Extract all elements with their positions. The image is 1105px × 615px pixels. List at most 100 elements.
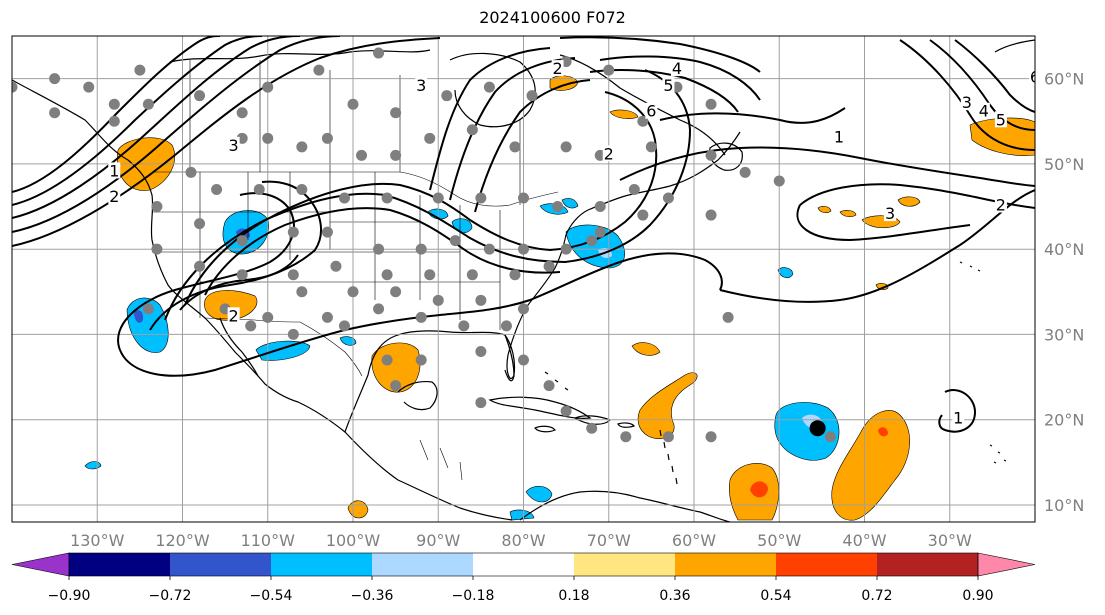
latitude-label: 40°N (1044, 240, 1084, 259)
observation-point (543, 380, 555, 392)
observation-point (194, 218, 206, 230)
observation-point (296, 141, 308, 153)
observation-point (321, 311, 333, 323)
observation-point (466, 269, 478, 281)
longitude-label: 110°W (241, 531, 296, 550)
anomaly-region (371, 342, 421, 393)
colorbar-tick-label: 0.36 (659, 588, 690, 604)
observation-point (560, 405, 572, 417)
contour-label-bg (227, 307, 240, 324)
colorbar-tick-label: 0.90 (962, 588, 993, 604)
contour-label-bg (227, 136, 240, 153)
key-marks (809, 420, 826, 437)
longitude-label: 90°W (416, 531, 460, 550)
longitude-label: 40°W (842, 531, 886, 550)
observation-point (603, 64, 615, 76)
observation-point (211, 183, 223, 195)
colorbar-tick-label: 0.72 (861, 588, 892, 604)
colorbar-extend-max (977, 552, 1036, 577)
coastline-cuba (488, 396, 592, 419)
contour-line (12, 36, 301, 219)
contour-label-bg (960, 94, 973, 111)
coastline-florida (504, 334, 515, 382)
observation-point (637, 209, 649, 221)
us-mexico-border (204, 317, 363, 377)
observation-point (347, 286, 359, 298)
observation-point (151, 243, 163, 255)
observation-point (253, 183, 265, 195)
contour-line (12, 37, 441, 247)
observation-point (773, 175, 785, 187)
contour-label: 3 (229, 136, 239, 155)
contour-label: 2 (996, 196, 1006, 215)
observation-point (287, 226, 299, 238)
latitude-label: 10°N (1044, 496, 1084, 515)
coastline-jamaica (534, 425, 556, 433)
contour-label-bg (884, 205, 897, 222)
contour-label: 3 (416, 76, 426, 95)
observation-point (475, 294, 487, 306)
coastline-newfoundland (709, 142, 743, 171)
coastline-puerto-rico (617, 422, 635, 428)
anomaly-region (525, 485, 553, 503)
contour-label-bg (952, 409, 965, 426)
anomaly-region-core (750, 481, 768, 498)
observation-point (552, 201, 564, 213)
contour-line (12, 36, 221, 193)
observation-point (373, 47, 385, 59)
contour-label-bg (1029, 68, 1035, 85)
latitude-labels: 60°N 50°N 40°N 30°N 20°N 10°N (1044, 70, 1084, 515)
colorbar-tick-label: −0.72 (149, 588, 192, 604)
observation-point (628, 183, 640, 195)
observation-point (185, 166, 197, 178)
observation-point (12, 81, 18, 93)
observation-point (705, 431, 717, 443)
longitude-label: 60°W (672, 531, 716, 550)
contour-label: 3 (962, 93, 972, 112)
contour-line (119, 252, 723, 377)
observation-point (662, 192, 674, 204)
contour-label: 3 (885, 204, 895, 223)
contour-label: 2 (553, 59, 563, 78)
contour-label: 2 (604, 144, 614, 163)
observation-point (415, 354, 427, 366)
observation-point (705, 98, 717, 110)
observation-point (49, 107, 61, 119)
contour-line (164, 69, 692, 321)
observation-point (134, 64, 146, 76)
contour-line (796, 204, 971, 242)
map-frame (11, 35, 1036, 523)
observation-point (338, 320, 350, 332)
observation-point (338, 192, 350, 204)
observation-point (449, 235, 461, 247)
longitude-label: 50°W (757, 531, 801, 550)
colorbar-tick-label: −0.54 (250, 588, 293, 604)
observation-point (321, 226, 333, 238)
anomaly-region (631, 342, 661, 356)
coastline-south-america (519, 490, 731, 522)
observation-point (483, 81, 495, 93)
contour-label-bg (994, 196, 1007, 213)
contour-label: 2 (109, 187, 119, 206)
observation-point (108, 115, 120, 127)
observation-point (509, 141, 521, 153)
observation-point (356, 149, 368, 161)
observation-point (296, 183, 308, 195)
observation-point (441, 90, 453, 102)
contour-label: 5 (663, 76, 673, 95)
observation-point (560, 243, 572, 255)
contour-line (659, 107, 846, 124)
observation-point (236, 107, 248, 119)
observation-point (824, 431, 836, 443)
contour-line (474, 79, 591, 213)
contour-line (12, 36, 263, 206)
colorbar-swatch (574, 553, 675, 576)
observation-point (722, 311, 734, 323)
observation-point (645, 141, 657, 153)
contour-label: 1 (953, 409, 963, 428)
observation-point (287, 269, 299, 281)
observation-point (262, 132, 274, 144)
contour-label-bg (645, 102, 658, 119)
map-title: 2024100600 F072 (479, 8, 626, 27)
